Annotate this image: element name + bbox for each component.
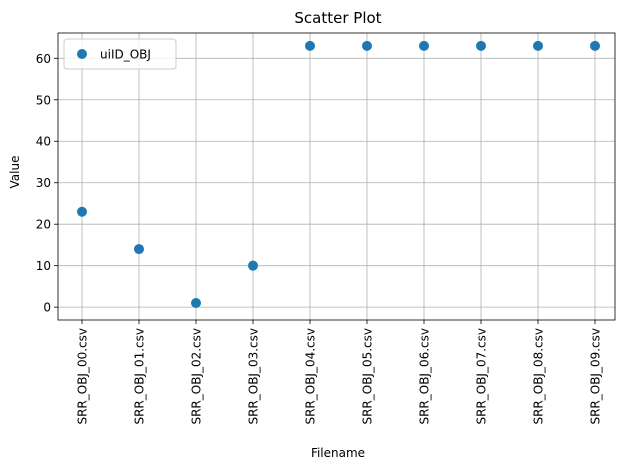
x-tick-label: SRR_OBJ_06.csv bbox=[418, 328, 432, 425]
data-point bbox=[362, 40, 372, 51]
data-point bbox=[476, 40, 486, 51]
y-tick-label: 10 bbox=[36, 259, 51, 273]
x-tick-label: SRR_OBJ_01.csv bbox=[133, 328, 147, 425]
x-tick-label: SRR_OBJ_07.csv bbox=[475, 328, 489, 425]
y-tick-label: 30 bbox=[36, 176, 51, 190]
legend-box bbox=[63, 38, 177, 70]
legend: uiID_OBJ bbox=[63, 38, 177, 70]
y-axis-label: Value bbox=[8, 156, 22, 189]
plot-area: 0 10 20 30 40 50 60 SRR_OBJ_00.csv SRR_OBJ_01.cs… bbox=[36, 32, 616, 425]
y-tick-label: 40 bbox=[36, 135, 51, 149]
chart-title: Scatter Plot bbox=[294, 9, 381, 27]
y-tick-label: 20 bbox=[36, 218, 51, 232]
data-point bbox=[590, 40, 600, 51]
y-tick-label: 50 bbox=[36, 93, 51, 107]
x-tick-label: SRR_OBJ_05.csv bbox=[361, 328, 375, 425]
x-axis-label: Filename bbox=[311, 446, 365, 460]
y-tick-label: 60 bbox=[36, 52, 51, 66]
data-point bbox=[248, 260, 258, 271]
data-point bbox=[533, 40, 543, 51]
data-point bbox=[419, 40, 429, 51]
data-point bbox=[134, 244, 144, 255]
x-tick-label: SRR_OBJ_02.csv bbox=[190, 328, 204, 425]
axes-frame bbox=[57, 32, 616, 321]
x-tick-label: SRR_OBJ_04.csv bbox=[304, 328, 318, 425]
x-tick-label: SRR_OBJ_09.csv bbox=[589, 328, 603, 425]
data-point bbox=[77, 206, 87, 217]
y-tick-label: 0 bbox=[43, 301, 51, 315]
x-tick-label: SRR_OBJ_00.csv bbox=[76, 328, 90, 425]
data-point bbox=[191, 297, 201, 308]
x-tick-label: SRR_OBJ_03.csv bbox=[247, 328, 261, 425]
legend-marker bbox=[77, 49, 87, 59]
data-point bbox=[305, 40, 315, 51]
legend-label: uiID_OBJ bbox=[100, 48, 151, 62]
x-tick-label: SRR_OBJ_08.csv bbox=[532, 328, 546, 425]
